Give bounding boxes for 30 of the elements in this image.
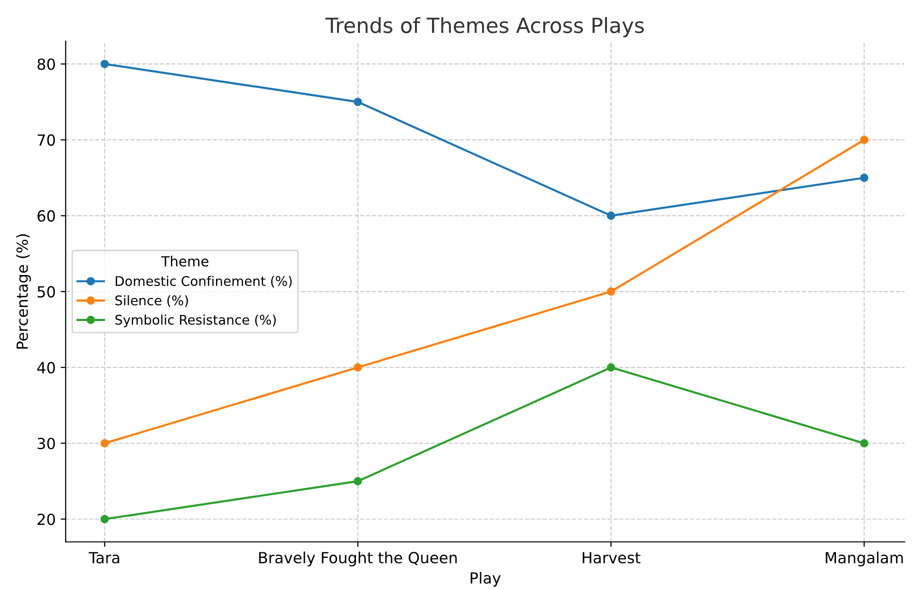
legend-label: Domestic Confinement (%) [116, 276, 292, 288]
point [354, 363, 362, 372]
legend-label: Silence (%) [115, 295, 188, 307]
legend-title: Theme [161, 256, 208, 267]
y-tick-label: 50 [38, 286, 55, 298]
y-tick-label: 20 [38, 514, 55, 526]
y-tick-label: 30 [38, 438, 55, 450]
point [860, 136, 868, 144]
point [606, 212, 616, 220]
point [100, 60, 109, 68]
y-tick-label: 70 [38, 134, 55, 146]
point [354, 477, 362, 486]
y-tick-label: 80 [38, 58, 55, 70]
x-axis-title: Play [470, 572, 501, 587]
point [100, 439, 109, 448]
point [100, 514, 109, 524]
point [860, 439, 868, 448]
x-tick-label: Tara [88, 552, 120, 564]
chart-title: Trends of Themes Across Plays [325, 17, 644, 38]
x-tick-label: Harvest [582, 552, 640, 564]
point [860, 174, 868, 182]
x-tick-label: Mangalam [826, 552, 903, 566]
point [606, 287, 616, 296]
y-axis-title: Percentage (%) [16, 234, 31, 349]
y-tick-label: 60 [38, 210, 55, 222]
point [606, 363, 616, 372]
legend-label: Symbolic Resistance (%) [115, 314, 276, 328]
point [354, 98, 362, 106]
x-tick-label: Bravely Fought the Queen [259, 552, 457, 566]
y-tick-label: 40 [37, 362, 55, 374]
